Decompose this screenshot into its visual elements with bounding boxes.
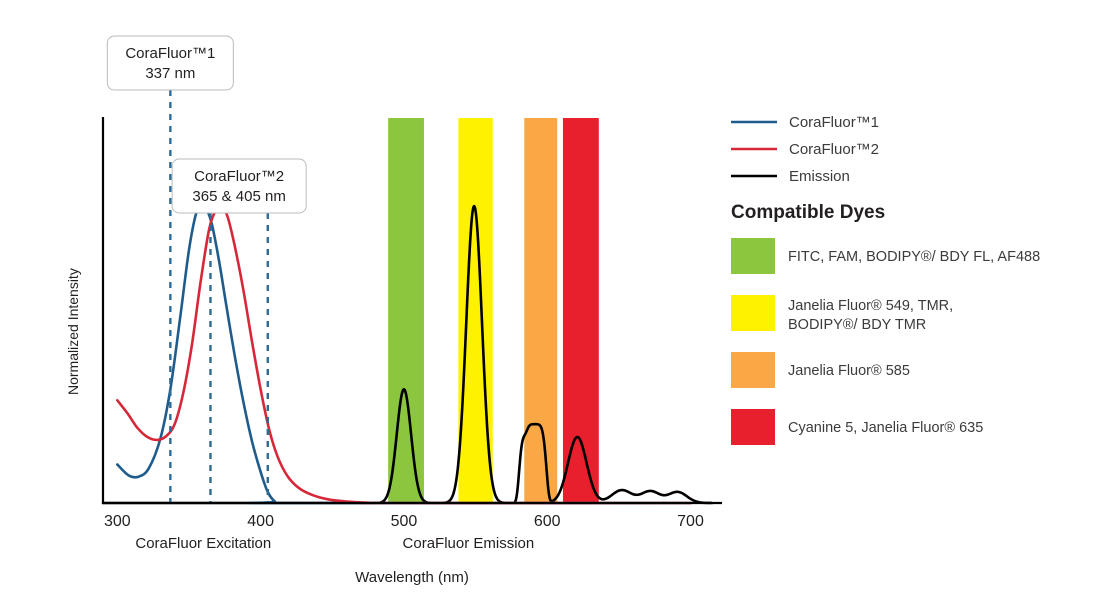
chart-axes <box>101 117 722 505</box>
axis-sublabel-1: CoraFluor Emission <box>403 535 535 552</box>
green-band <box>388 118 424 503</box>
dye-label-1-1: BODIPY®/ BDY TMR <box>788 317 926 333</box>
x-tick-label-400: 400 <box>247 513 274 530</box>
legend-label-1: CoraFluor™2 <box>789 141 879 158</box>
dye-label-3-0: Cyanine 5, Janelia Fluor® 635 <box>788 420 983 436</box>
callout-box-0 <box>106 35 234 91</box>
excitation-curve-group <box>116 201 692 505</box>
compatible-dyes-heading: Compatible Dyes <box>731 202 885 223</box>
axis-sublabel-0: CoraFluor Excitation <box>135 535 271 552</box>
series-legend: CoraFluor™1 CoraFluor™2 Emission <box>731 114 879 185</box>
compatible-dyes-list: FITC, FAM, BODIPY®/ BDY FL, AF488 Janelia… <box>731 238 1040 445</box>
callout-box-1 <box>171 158 307 214</box>
x-axis-title: Wavelength (nm) <box>355 569 469 586</box>
dye-swatch-2 <box>731 352 775 388</box>
dye-label-1-0: Janelia Fluor® 549, TMR, <box>788 298 953 314</box>
callout-title-0: CoraFluor™1 <box>125 45 215 62</box>
callout-value-1: 365 & 405 nm <box>192 188 285 205</box>
orange-band <box>524 118 558 503</box>
legend-label-2: Emission <box>789 168 850 185</box>
dye-label-2-0: Janelia Fluor® 585 <box>788 363 910 379</box>
y-axis-title: Normalized Intensity <box>65 268 81 395</box>
emission-band-group <box>388 118 599 503</box>
x-tick-label-500: 500 <box>391 513 418 530</box>
dye-label-0-0: FITC, FAM, BODIPY®/ BDY FL, AF488 <box>788 249 1040 265</box>
marker-lines-group <box>169 90 269 503</box>
callout-value-0: 337 nm <box>145 65 195 82</box>
dye-swatch-0 <box>731 238 775 274</box>
x-tick-label-600: 600 <box>534 513 561 530</box>
x-axis-ticks: 300 400 500 600 700 CoraFluor Excitation CoraF… <box>104 513 704 552</box>
dye-swatch-1 <box>731 295 775 331</box>
callout-title-1: CoraFluor™2 <box>194 168 284 185</box>
callout-group: CoraFluor™1 337 nm CoraFluor™2 365 & 405 nm <box>106 35 307 214</box>
x-tick-label-700: 700 <box>677 513 704 530</box>
legend-label-0: CoraFluor™1 <box>789 114 879 131</box>
excitation-curve-1 <box>116 201 692 505</box>
x-tick-label-300: 300 <box>104 513 131 530</box>
excitation-curve-2 <box>116 204 692 505</box>
dye-swatch-3 <box>731 409 775 445</box>
